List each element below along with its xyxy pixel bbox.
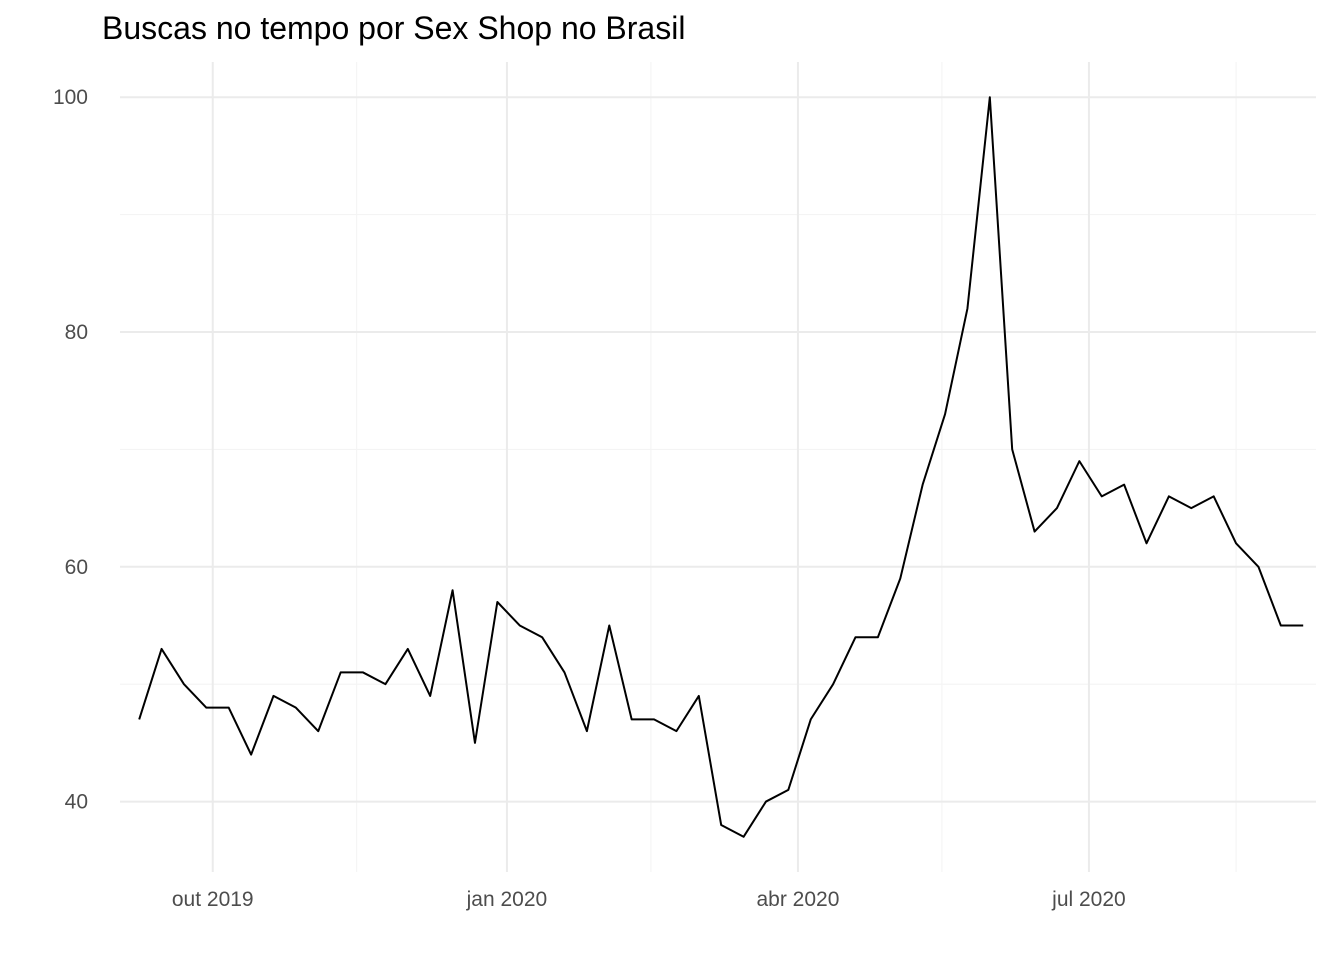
x-tick-label: jan 2020 bbox=[466, 888, 548, 911]
chart-title: Buscas no tempo por Sex Shop no Brasil bbox=[102, 10, 686, 46]
minor-gridlines bbox=[120, 62, 1316, 872]
y-axis-ticks: 40 60 80 100 bbox=[53, 86, 88, 813]
x-tick-label: jul 2020 bbox=[1051, 888, 1126, 911]
y-tick-label: 100 bbox=[53, 86, 88, 109]
series-layer bbox=[138, 96, 1304, 838]
y-tick-label: 40 bbox=[65, 791, 88, 814]
y-tick-label: 80 bbox=[65, 321, 88, 344]
x-tick-label: out 2019 bbox=[172, 888, 254, 911]
x-axis-ticks: out 2019 jan 2020 abr 2020 jul 2020 bbox=[172, 888, 1126, 911]
y-tick-label: 60 bbox=[65, 556, 88, 579]
series-line bbox=[138, 96, 1304, 838]
x-tick-label: abr 2020 bbox=[756, 888, 839, 911]
major-gridlines bbox=[120, 62, 1316, 872]
